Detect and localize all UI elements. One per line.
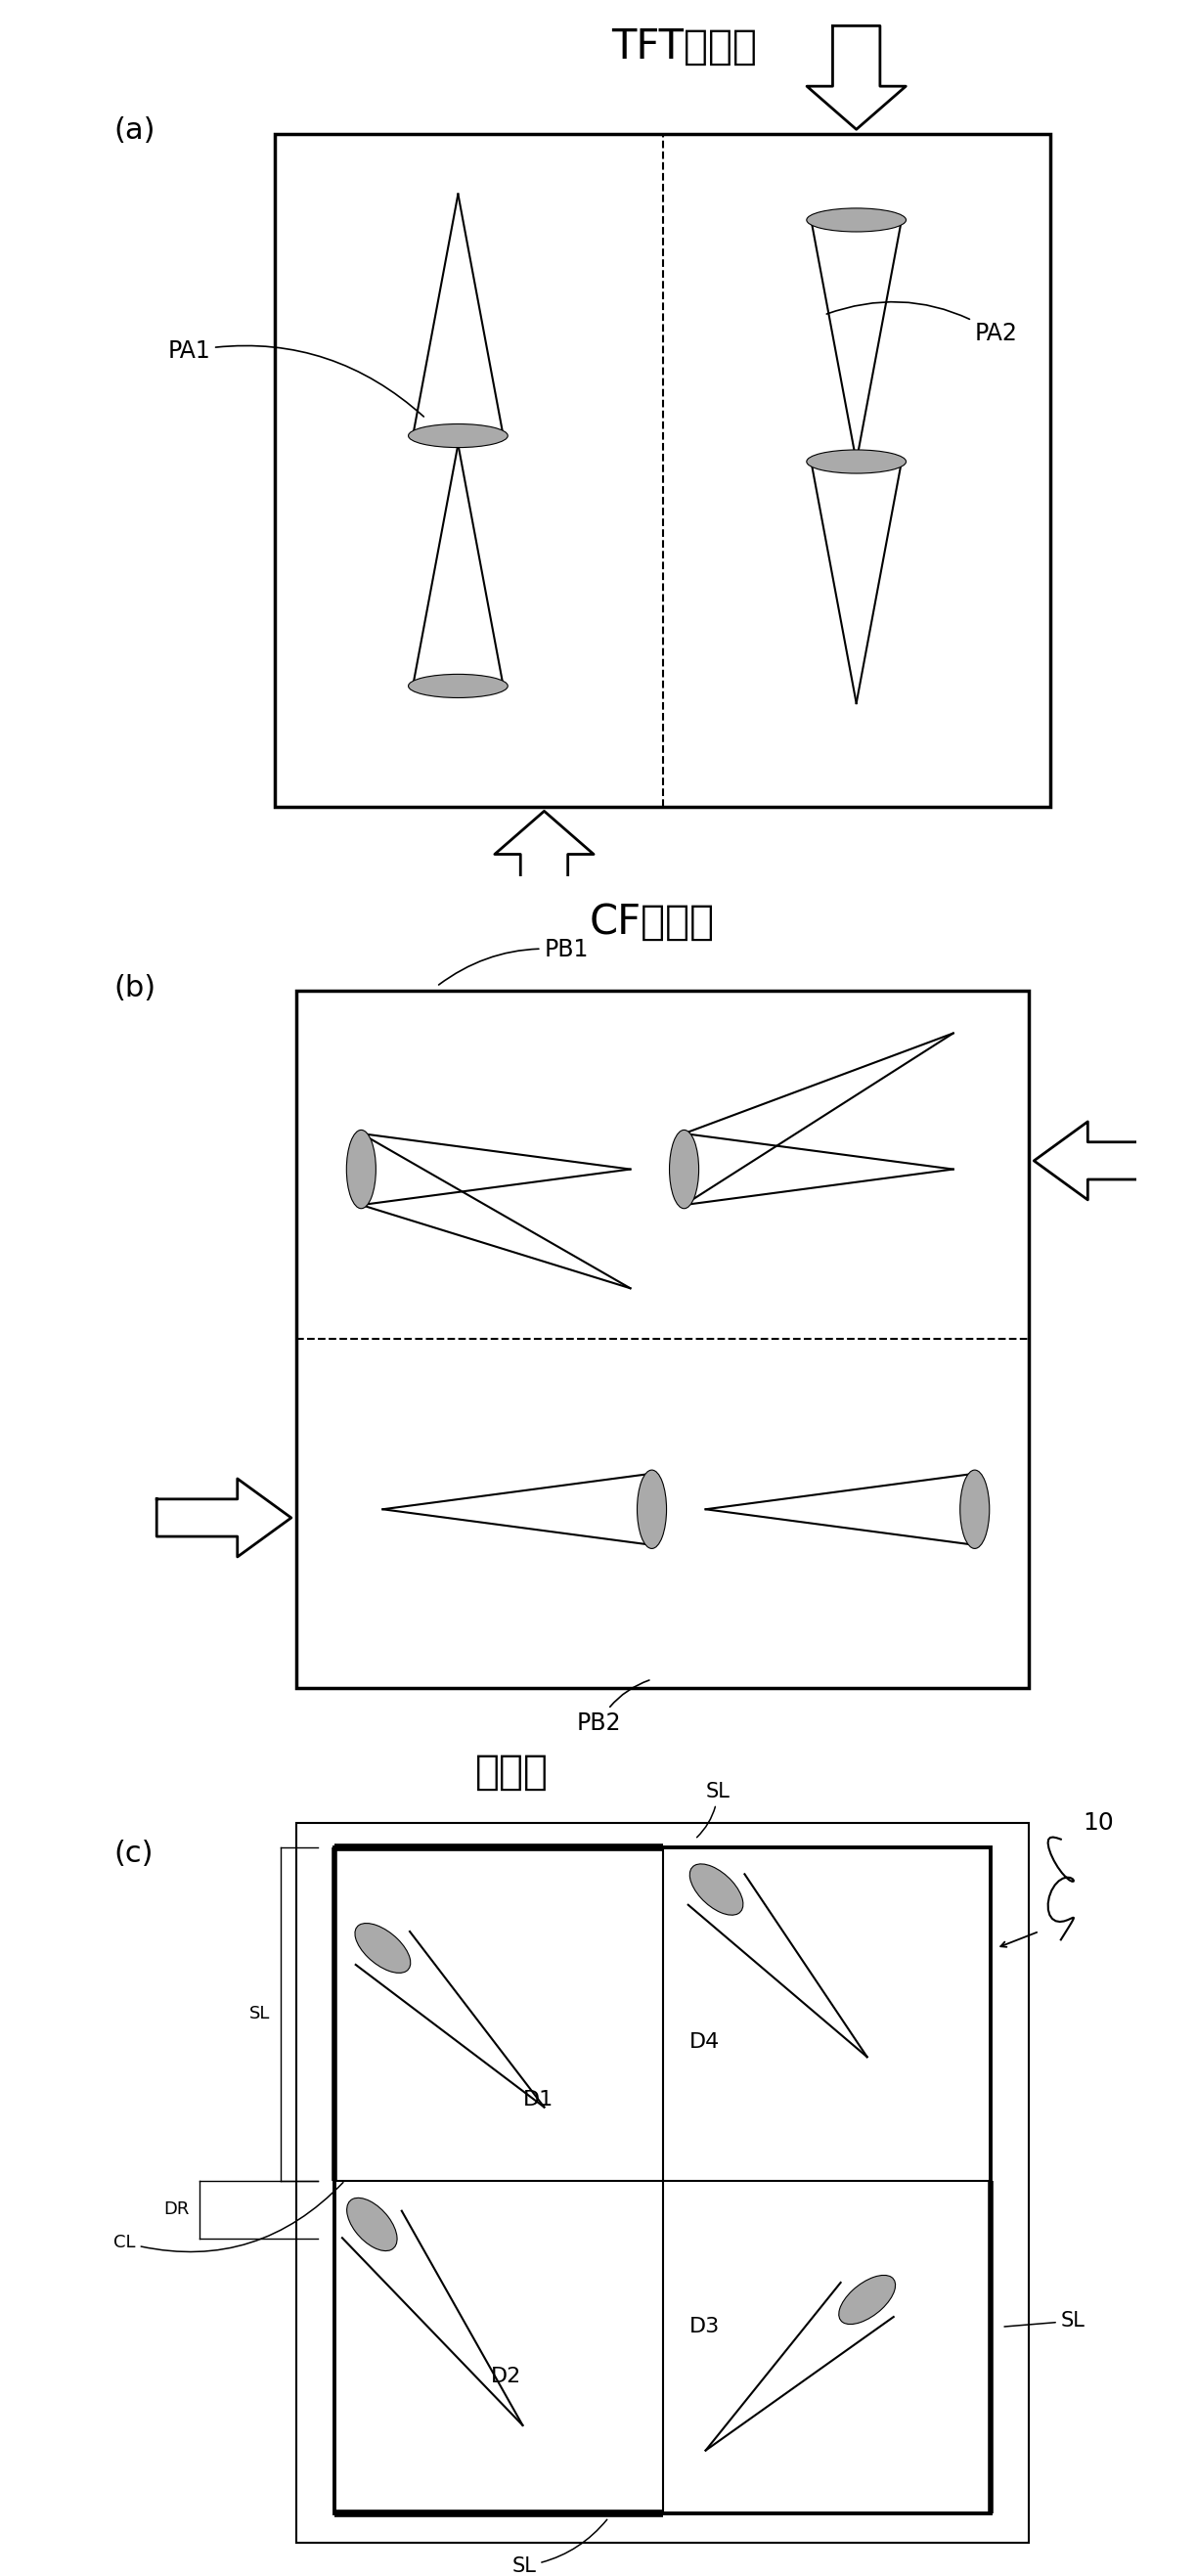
Polygon shape [807,26,905,129]
Text: (a): (a) [114,116,155,144]
Text: SL: SL [249,2004,270,2022]
Text: PB2: PB2 [576,1680,649,1736]
Text: SL: SL [697,1783,730,1837]
Ellipse shape [838,2275,896,2324]
Text: D1: D1 [523,2092,554,2110]
Ellipse shape [408,675,508,698]
Ellipse shape [670,1131,698,1208]
Text: 液晶层: 液晶层 [475,1752,549,1793]
Ellipse shape [960,1471,989,1548]
Text: (c): (c) [114,1839,153,1868]
Ellipse shape [806,209,907,232]
Text: TFT基板側: TFT基板側 [611,26,757,67]
Text: PA1: PA1 [167,340,423,417]
Ellipse shape [347,1131,376,1208]
Text: D4: D4 [689,2032,720,2050]
Polygon shape [157,1479,292,1556]
Text: PB1: PB1 [439,938,588,984]
Bar [297,992,1029,1687]
Text: 10: 10 [1082,1811,1113,1834]
Text: DR: DR [163,2200,189,2218]
Ellipse shape [408,425,508,448]
Ellipse shape [347,2197,397,2251]
Text: CF基板側: CF基板側 [590,902,714,943]
Ellipse shape [806,451,907,474]
Text: (b): (b) [114,974,155,1002]
Bar [297,1824,1029,2543]
Text: SL: SL [1005,2311,1085,2331]
Text: D3: D3 [689,2316,720,2336]
Text: CL: CL [114,2182,343,2251]
Polygon shape [495,811,593,914]
Bar [334,1847,990,2514]
Ellipse shape [355,1924,410,1973]
Ellipse shape [690,1865,743,1914]
Text: D2: D2 [490,2367,521,2385]
Text: PA2: PA2 [826,301,1018,345]
Polygon shape [1035,1121,1168,1200]
Bar [275,134,1050,806]
Ellipse shape [637,1471,666,1548]
Text: SL: SL [512,2519,608,2576]
